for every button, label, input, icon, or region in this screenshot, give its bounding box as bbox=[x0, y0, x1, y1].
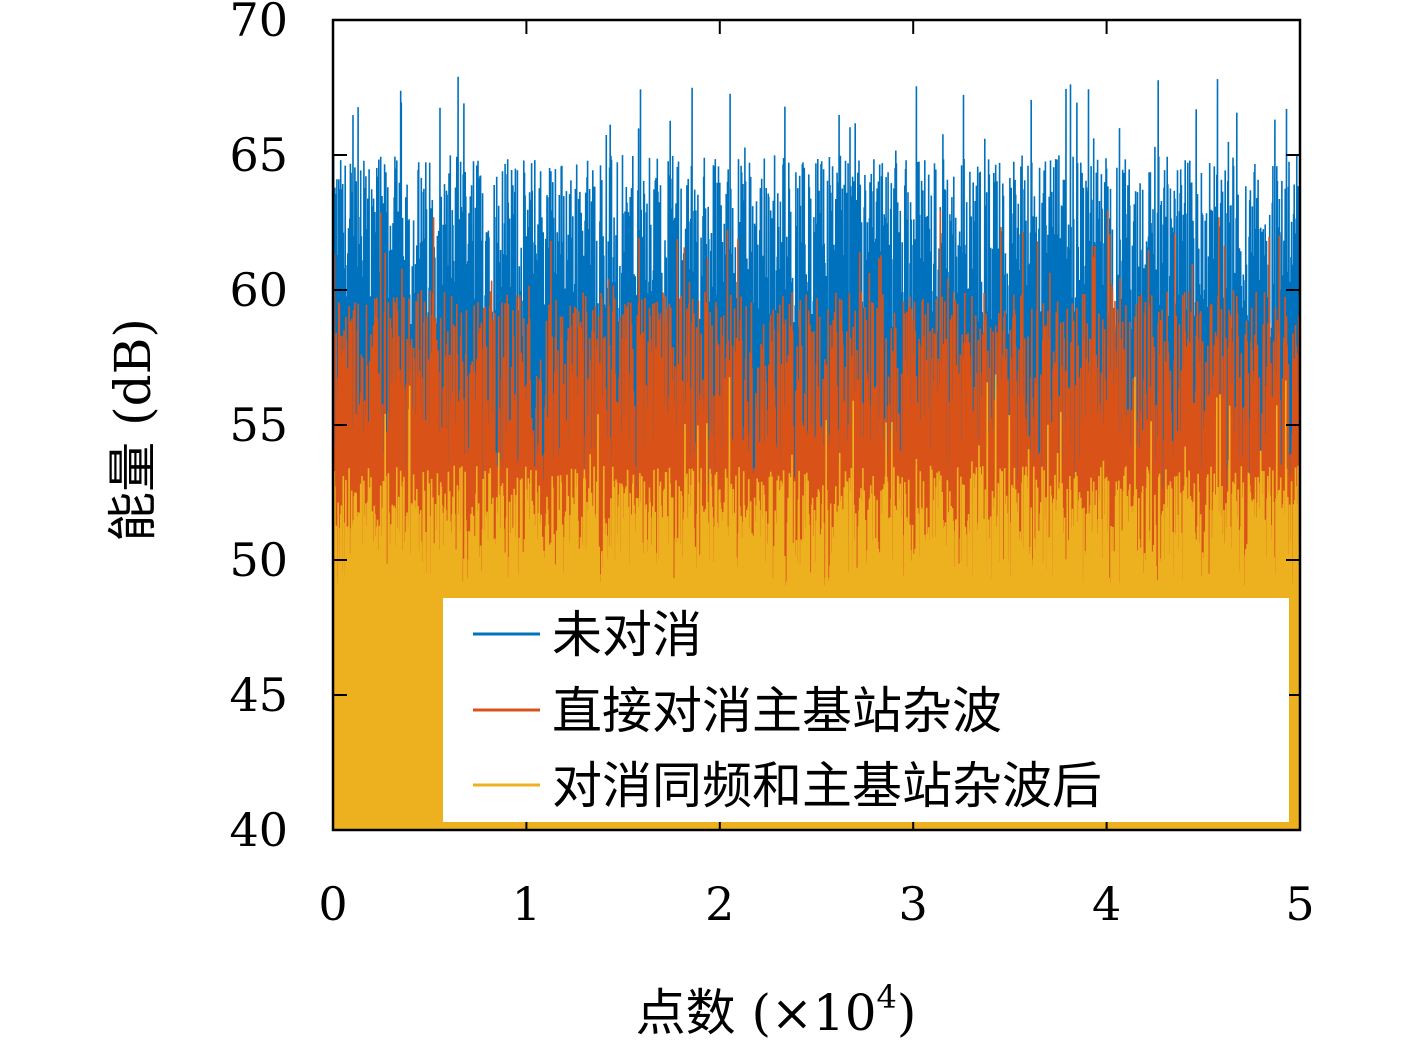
legend-label-unfiltered: 未对消 bbox=[552, 606, 702, 664]
y-tick-label: 65 bbox=[229, 128, 288, 182]
y-tick-label: 70 bbox=[229, 0, 288, 47]
legend-box bbox=[443, 598, 1289, 822]
y-tick-label: 45 bbox=[229, 668, 288, 722]
legend-label-cochannel-cancel: 对消同频和主基站杂波后 bbox=[552, 757, 1102, 815]
x-tick-label: 3 bbox=[899, 877, 928, 931]
x-axis-label-exponent: 4 bbox=[877, 978, 897, 1016]
x-tick-label: 2 bbox=[705, 877, 734, 931]
legend-label-direct-cancel: 直接对消主基站杂波 bbox=[552, 682, 1002, 740]
y-tick-label: 60 bbox=[229, 263, 288, 317]
y-axis-label: 能量 (dB) bbox=[104, 318, 162, 542]
y-tick-label: 50 bbox=[229, 533, 288, 587]
x-axis-label: 点数 (×104) bbox=[636, 978, 917, 1042]
x-axis-label-close: ) bbox=[897, 984, 917, 1042]
x-axis-label-text: 点数 (×10 bbox=[636, 984, 877, 1042]
legend: 未对消 直接对消主基站杂波 对消同频和主基站杂波后 bbox=[443, 598, 1289, 822]
x-tick-label: 5 bbox=[1285, 877, 1314, 931]
y-tick-label: 40 bbox=[229, 803, 288, 857]
y-tick-label: 55 bbox=[229, 398, 288, 452]
x-tick-label: 4 bbox=[1092, 877, 1121, 931]
x-tick-label: 0 bbox=[318, 877, 347, 931]
x-tick-label: 1 bbox=[512, 877, 541, 931]
